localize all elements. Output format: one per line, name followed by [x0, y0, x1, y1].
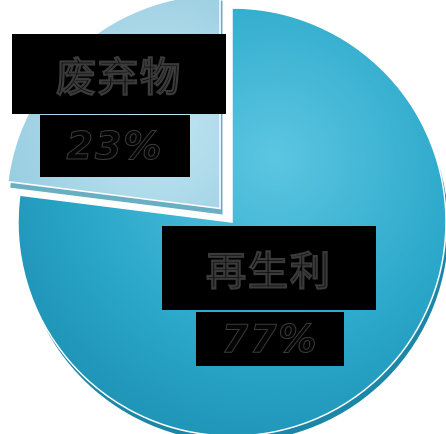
slice-label-waste: 废弃物: [56, 55, 182, 102]
waste-percent-box: 23%: [40, 115, 190, 177]
slice-value-waste: 23%: [66, 124, 164, 169]
slice-value-recycle: 77%: [221, 317, 319, 362]
recycle-label-box: 再生利: [162, 226, 376, 310]
recycle-percent-box: 77%: [196, 312, 344, 366]
waste-label-box: 废弃物: [12, 34, 226, 114]
slice-label-recycle: 再生利: [206, 249, 332, 296]
